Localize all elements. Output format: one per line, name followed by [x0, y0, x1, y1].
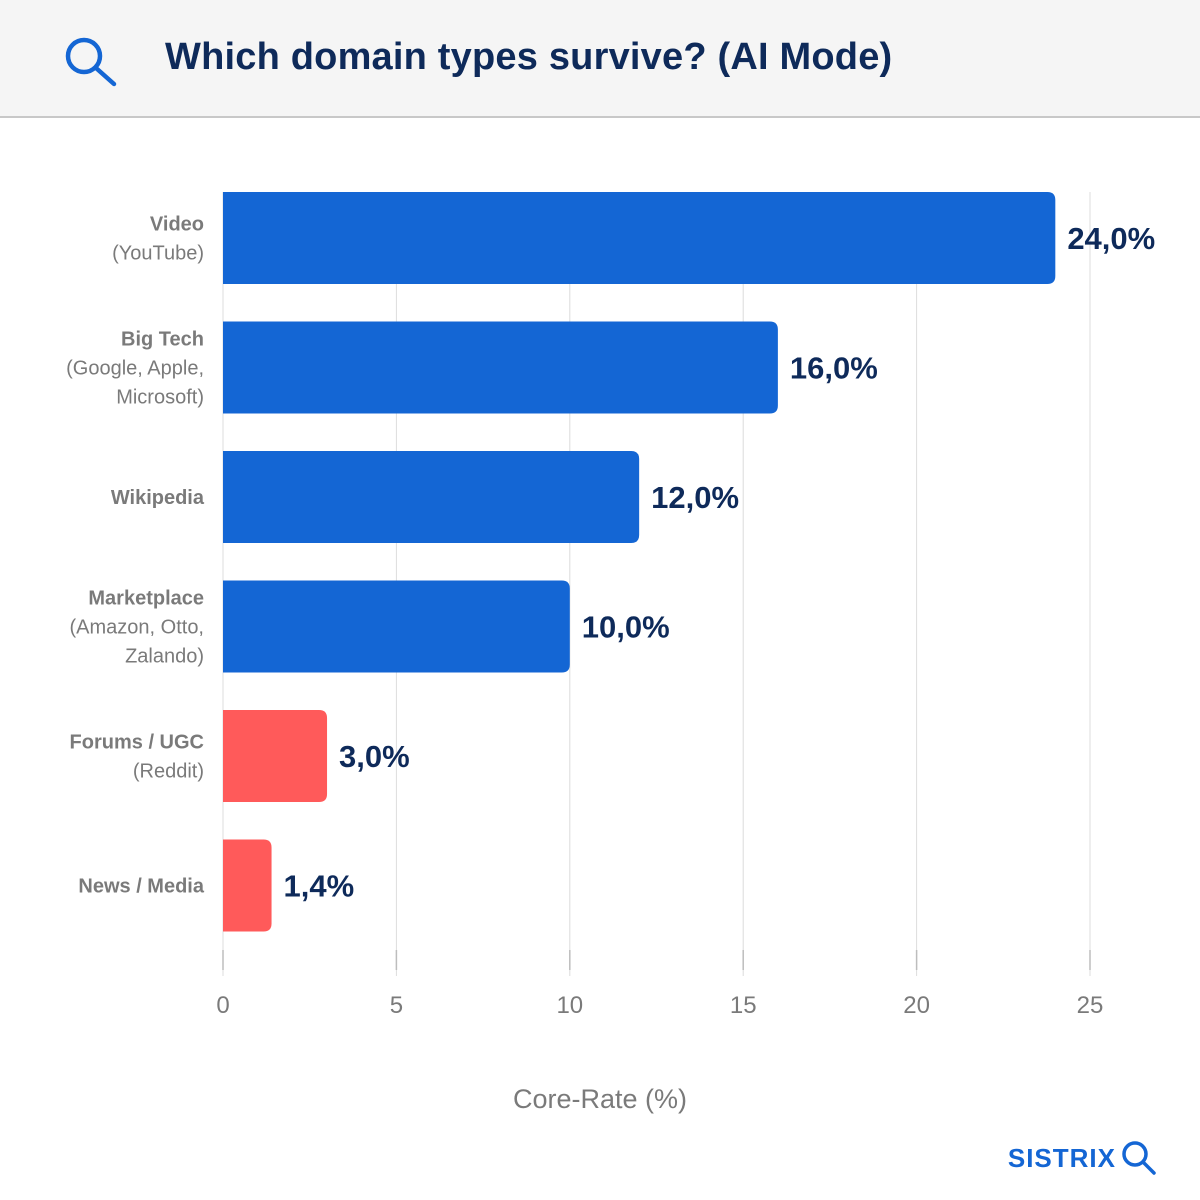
x-tick-label: 25: [1077, 992, 1104, 1019]
category-label: Wikipedia: [111, 487, 205, 509]
data-label: 3,0%: [339, 739, 410, 774]
x-tick-label: 15: [730, 992, 757, 1019]
bar: [223, 321, 778, 414]
bar: [223, 580, 570, 673]
value-labels: 24,0% 16,0% 12,0% 10,0% 3,0% 1,4%: [284, 221, 1156, 904]
data-label: 16,0%: [790, 351, 878, 386]
x-tick-label: 5: [390, 992, 403, 1019]
data-label: 10,0%: [582, 610, 670, 645]
search-icon: [1122, 1141, 1156, 1175]
x-axis-title: Core-Rate (%): [513, 1084, 687, 1114]
bar-chart: Video (YouTube) Big Tech (Google, Apple, Mic…: [66, 192, 1156, 1114]
data-label: 1,4%: [284, 869, 355, 904]
category-sublabel: Zalando): [125, 646, 204, 668]
category-sublabel: (Google, Apple,: [66, 358, 204, 380]
category-label: News / Media: [78, 876, 204, 898]
bars: [223, 192, 1056, 932]
x-tick-label: 20: [903, 992, 930, 1019]
category-label: Big Tech: [121, 329, 204, 351]
category-label: Forums / UGC: [70, 732, 204, 754]
category-sublabel: (Amazon, Otto,: [70, 617, 205, 639]
category-sublabel: (YouTube): [112, 243, 204, 265]
bar: [223, 710, 328, 802]
bar: [223, 451, 640, 543]
bar: [223, 192, 1056, 284]
x-tick-label: 0: [216, 992, 229, 1019]
x-axis: 0 5 10 15 20 25: [216, 950, 1103, 1019]
brand-name: SISTRIX: [1007, 1142, 1116, 1173]
category-label: Marketplace: [88, 588, 204, 610]
search-icon: [65, 37, 117, 87]
category-sublabel: (Reddit): [133, 761, 204, 783]
brand-logo: SISTRIX: [1008, 1136, 1158, 1180]
category-sublabel: Microsoft): [116, 387, 204, 409]
bar: [223, 839, 272, 932]
data-label: 12,0%: [651, 480, 739, 515]
data-label: 24,0%: [1067, 221, 1155, 256]
chart-header: Which domain types survive? (AI Mode): [0, 0, 1200, 118]
chart-title: Which domain types survive? (AI Mode): [165, 36, 893, 78]
x-tick-label: 10: [556, 992, 583, 1019]
category-labels: Video (YouTube) Big Tech (Google, Apple, Mic…: [66, 214, 205, 898]
category-label: Video: [150, 214, 204, 236]
